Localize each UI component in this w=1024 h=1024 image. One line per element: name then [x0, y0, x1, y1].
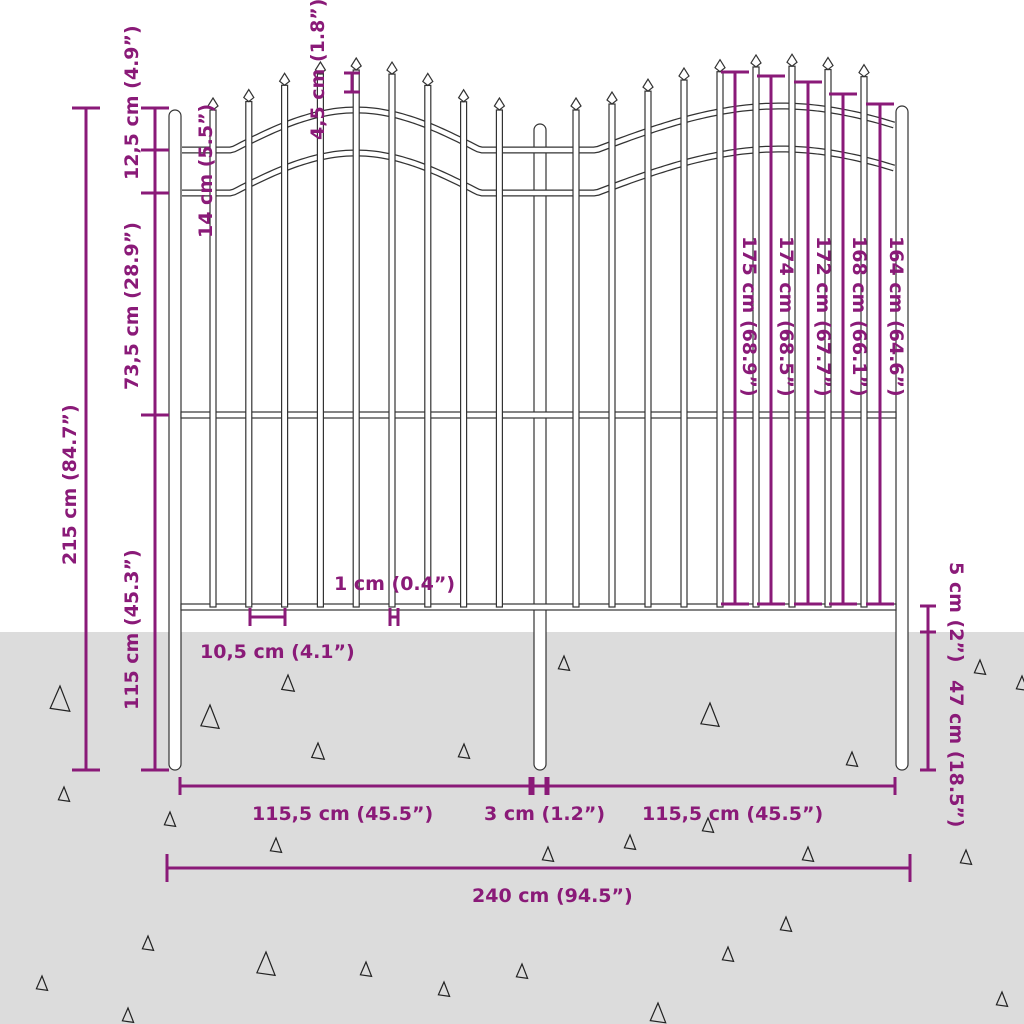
rock	[35, 974, 49, 992]
picket	[572, 109, 580, 608]
picket	[352, 69, 360, 608]
picket	[388, 73, 396, 608]
picket-finial	[493, 96, 506, 111]
picket-finial	[750, 53, 762, 68]
fence-panel	[168, 53, 909, 771]
picket	[424, 84, 432, 608]
rock	[280, 673, 296, 692]
label-height-174: 174 cm (68.5”)	[775, 236, 797, 397]
rock	[359, 960, 373, 978]
rock	[959, 848, 973, 866]
rock	[623, 833, 637, 851]
picket-finial	[243, 88, 255, 103]
rock	[457, 742, 471, 760]
rock	[141, 934, 155, 952]
label-rail-gap: 14 cm (5.5”)	[195, 104, 217, 238]
dimension-labels: 12,5 cm (4.9”) 4,5 cm (1.8”) 14 cm (5.5”…	[59, 0, 967, 907]
label-total-width: 240 cm (94.5”)	[472, 885, 633, 907]
rock	[557, 654, 571, 672]
rock	[973, 658, 987, 676]
picket	[495, 109, 503, 608]
label-panel-right: 115,5 cm (45.5”)	[642, 803, 823, 825]
picket-finial	[678, 66, 690, 81]
rock	[845, 750, 859, 768]
horizontal-rail	[180, 411, 897, 419]
label-post-width: 3 cm (1.2”)	[484, 803, 605, 825]
label-height-172: 172 cm (67.7”)	[812, 236, 834, 397]
rock	[1015, 674, 1024, 691]
picket	[245, 100, 253, 608]
rock	[515, 962, 529, 980]
picket-finial	[457, 88, 470, 103]
picket	[316, 73, 324, 608]
rock	[163, 810, 177, 828]
picket-finial	[278, 72, 291, 87]
rock	[649, 1001, 667, 1024]
rock	[995, 990, 1009, 1008]
label-picket-spacing: 10,5 cm (4.1”)	[200, 641, 355, 663]
picket-finial	[858, 63, 870, 78]
picket-finial	[386, 60, 398, 75]
label-picket-width: 1 cm (0.4”)	[334, 573, 455, 595]
rock	[256, 950, 277, 977]
picket-finial	[207, 96, 219, 111]
picket-finial	[714, 58, 726, 73]
picket	[460, 101, 468, 608]
gravel-rocks	[35, 654, 1024, 1024]
picket	[680, 79, 688, 608]
label-upper-section: 73,5 cm (28.9”)	[121, 222, 143, 390]
picket	[716, 71, 724, 608]
picket-finial	[822, 56, 834, 71]
picket	[281, 84, 289, 608]
fence-post	[895, 105, 909, 771]
label-lower-section: 115 cm (45.3”)	[121, 549, 143, 710]
rock	[541, 845, 555, 863]
picket-finial	[350, 56, 362, 71]
rock	[310, 741, 326, 760]
picket-finial	[314, 60, 327, 75]
fence-post	[533, 123, 547, 771]
second-rail-inner	[182, 146, 895, 196]
fence-post	[168, 109, 182, 771]
rock	[801, 845, 815, 863]
rock	[701, 816, 715, 834]
rock	[437, 980, 451, 998]
rock	[721, 945, 735, 963]
rock	[57, 785, 71, 803]
label-top-rail-gap: 12,5 cm (4.9”)	[121, 25, 143, 180]
label-total-height: 215 cm (84.7”)	[59, 404, 81, 565]
rock	[49, 684, 71, 712]
rock	[269, 836, 283, 854]
label-height-175: 175 cm (68.9”)	[738, 236, 760, 397]
horizontal-rail	[180, 603, 897, 611]
label-post-depth: 47 cm (18.5”)	[945, 680, 967, 827]
picket	[644, 90, 652, 608]
picket-finial	[642, 78, 654, 92]
picket	[608, 103, 616, 608]
picket-finial	[422, 72, 434, 87]
top-rail-inner	[182, 103, 895, 153]
rock	[121, 1006, 135, 1024]
label-height-164: 164 cm (64.6”)	[885, 236, 907, 397]
rock	[700, 701, 721, 728]
label-height-168: 168 cm (66.1”)	[848, 236, 870, 397]
rock	[779, 915, 793, 933]
label-finial-offset: 4,5 cm (1.8”)	[307, 0, 329, 140]
label-panel-left: 115,5 cm (45.5”)	[252, 803, 433, 825]
picket-finial	[606, 90, 618, 105]
label-ground-gap: 5 cm (2”)	[945, 562, 967, 663]
dimension-lines	[72, 70, 936, 882]
picket-finial	[570, 96, 582, 111]
rock	[200, 703, 221, 730]
picket-finial	[786, 53, 798, 67]
